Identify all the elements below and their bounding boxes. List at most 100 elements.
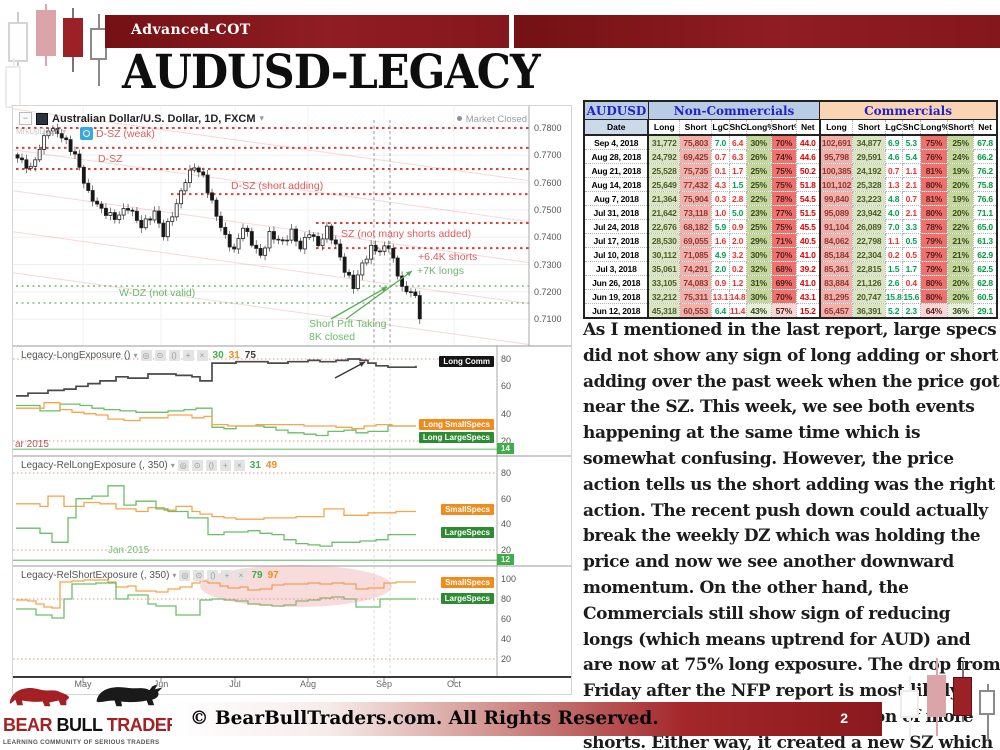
annotation-profit-taking-2[interactable]: 8K closed — [309, 331, 356, 343]
cell: 77% — [770, 205, 797, 220]
cell: 5.9 — [711, 219, 730, 234]
cell: 80% — [919, 177, 949, 192]
panel-tool-icon[interactable]: + — [221, 570, 233, 581]
annotation-longs-added[interactable]: +7K longs — [417, 265, 464, 277]
cell: 25,528 — [647, 163, 681, 178]
header-tab-label: Advanced-COT — [131, 22, 251, 38]
cell-date: Aug 14, 2018 — [583, 177, 649, 192]
x-axis-month: May — [74, 679, 92, 689]
panel-axis-tick: 60 — [501, 614, 512, 624]
chart-legend: − Australian Dollar/U.S. Dollar, 1D, FXC… — [19, 112, 264, 125]
cell-date: Jul 3, 2018 — [583, 261, 649, 276]
panel-tool-icon[interactable]: × — [233, 460, 245, 471]
cell-date: Jul 10, 2018 — [583, 247, 649, 262]
price-axis-tick: 0.7800 — [534, 123, 562, 133]
panel-title[interactable]: Legacy-RelShortExposure (, 350) — [21, 570, 170, 581]
panel-tool-icon[interactable]: () — [168, 350, 180, 361]
cell: 4.8 — [884, 191, 903, 206]
cell: 31% — [745, 275, 772, 290]
annotation-wdz[interactable]: W-DZ (not valid) — [119, 287, 196, 299]
series-label-badge: Long SmallSpecs — [419, 418, 494, 430]
annotation-sz[interactable]: SZ (not many shorts added) — [341, 228, 472, 240]
panel-tool-icon[interactable]: ⊙ — [191, 460, 203, 471]
panel-tool-icon[interactable]: ⊙ — [193, 570, 205, 581]
annotation-dsz-weak[interactable]: D-SZ (weak) — [96, 128, 155, 140]
annotation-dsz[interactable]: D-SZ — [98, 153, 123, 165]
cell: 4.6 — [884, 149, 903, 164]
cell: 0.7 — [884, 163, 903, 178]
annotation-dsz-short-adding[interactable]: D-SZ (short adding) — [231, 180, 324, 192]
logo: BEAR BULL TRADERS LEARNING COMMUNITY OF … — [3, 676, 191, 746]
cell: 0.2 — [728, 261, 747, 276]
annotation-profit-taking-1[interactable]: Short Prft Taking — [309, 318, 387, 330]
cell: 21,126 — [852, 275, 886, 290]
cell: 15.2 — [795, 303, 821, 319]
cell: 79% — [919, 261, 949, 276]
cell: 74,291 — [679, 261, 713, 276]
cell: 41.0 — [795, 247, 821, 262]
cell: 71.1 — [973, 205, 998, 220]
cell: 75,803 — [679, 134, 713, 150]
cell: 24% — [947, 149, 975, 164]
panel-tool-icon[interactable]: + — [182, 350, 194, 361]
cot-table: AUDUSD Non-Commercials Commercials Date Long… — [583, 100, 998, 319]
cell: 70% — [770, 134, 797, 150]
visibility-icon[interactable] — [80, 127, 93, 140]
annotation-shorts-added[interactable]: +6.4K shorts — [418, 251, 478, 263]
cell: 50.2 — [795, 163, 821, 178]
cell: 1.2 — [728, 275, 747, 290]
cell-date: Jun 19, 2018 — [583, 289, 649, 304]
table-row: Jul 10, 2018 30,112 71,085 4.9 3.2 30% 70% 41.0… — [583, 247, 998, 262]
panel-tool-icon[interactable]: ⊙ — [154, 350, 166, 361]
panel-tool-icon[interactable]: ◎ — [140, 350, 152, 361]
panel-axis-tick: 80 — [501, 354, 512, 364]
series-label-badge: SmallSpecs — [441, 504, 494, 516]
market-status: Market Closed — [456, 114, 527, 125]
commentary-text: As I mentioned in the last report, large… — [583, 320, 1000, 750]
cell: 1.3 — [884, 177, 903, 192]
chart-symbol-title[interactable]: Australian Dollar/U.S. Dollar, 1D, FXCM — [52, 112, 256, 125]
cell: 34,877 — [852, 134, 886, 150]
panel-tool-icon[interactable]: × — [196, 350, 208, 361]
cell: 102,691 — [818, 134, 854, 150]
table-row: Jul 3, 2018 35,061 74,291 2.0 0.2 32% 68% 39.2 8… — [583, 261, 998, 276]
header-bar-right — [514, 15, 1000, 48]
column-header: Date — [583, 119, 649, 136]
cell: 22,676 — [647, 219, 681, 234]
cell: 64% — [919, 303, 949, 319]
axis-value-badge: 14 — [497, 443, 514, 455]
collapse-icon[interactable]: − — [19, 112, 32, 125]
panel-tool-icon[interactable]: × — [235, 570, 247, 581]
cell: 85,361 — [818, 261, 854, 276]
chart-type-icon[interactable] — [36, 112, 48, 125]
cell: 39.2 — [795, 261, 821, 276]
cell: 95,798 — [818, 149, 854, 164]
column-header: Net — [973, 119, 998, 136]
panel-tool-icon[interactable]: ◎ — [177, 460, 189, 471]
cell: 6.4 — [728, 134, 747, 150]
cell: 1.7 — [728, 163, 747, 178]
cell: 21% — [947, 261, 975, 276]
chevron-down-icon[interactable]: ▾ — [133, 351, 138, 360]
panel-title[interactable]: Legacy-RelLongExposure (, 350) — [21, 460, 168, 471]
cell: 23% — [745, 205, 772, 220]
chevron-down-icon[interactable]: ▾ — [259, 113, 265, 123]
cell: 23,942 — [852, 205, 886, 220]
cell: 35,061 — [647, 261, 681, 276]
panel-tool-icon[interactable]: + — [219, 460, 231, 471]
chevron-down-icon[interactable]: ▾ — [172, 571, 177, 580]
panel-tool-icon[interactable]: () — [207, 570, 219, 581]
group-header-commercials: Commercials — [819, 100, 998, 120]
table-row: Jul 31, 2018 21,642 73,118 1.0 5.0 23% 77% 51.5… — [583, 205, 998, 220]
highlight-ellipse — [200, 565, 392, 607]
panel-tool-icon[interactable]: ◎ — [179, 570, 191, 581]
watermark: MrkUpDown ▾ — [16, 127, 67, 136]
cell-date: Jul 24, 2018 — [583, 219, 649, 234]
panel-tool-icon[interactable]: () — [205, 460, 217, 471]
cell: 3.2 — [728, 247, 747, 262]
cell: 51.5 — [795, 205, 821, 220]
panel-title-row: Legacy-RelLongExposure (, 350) ▾ ◎ ⊙() + × 31 4… — [21, 460, 277, 471]
x-axis-month: Sep — [375, 679, 392, 689]
chevron-down-icon[interactable]: ▾ — [170, 461, 175, 470]
panel-title[interactable]: Legacy-LongExposure () — [21, 350, 131, 361]
